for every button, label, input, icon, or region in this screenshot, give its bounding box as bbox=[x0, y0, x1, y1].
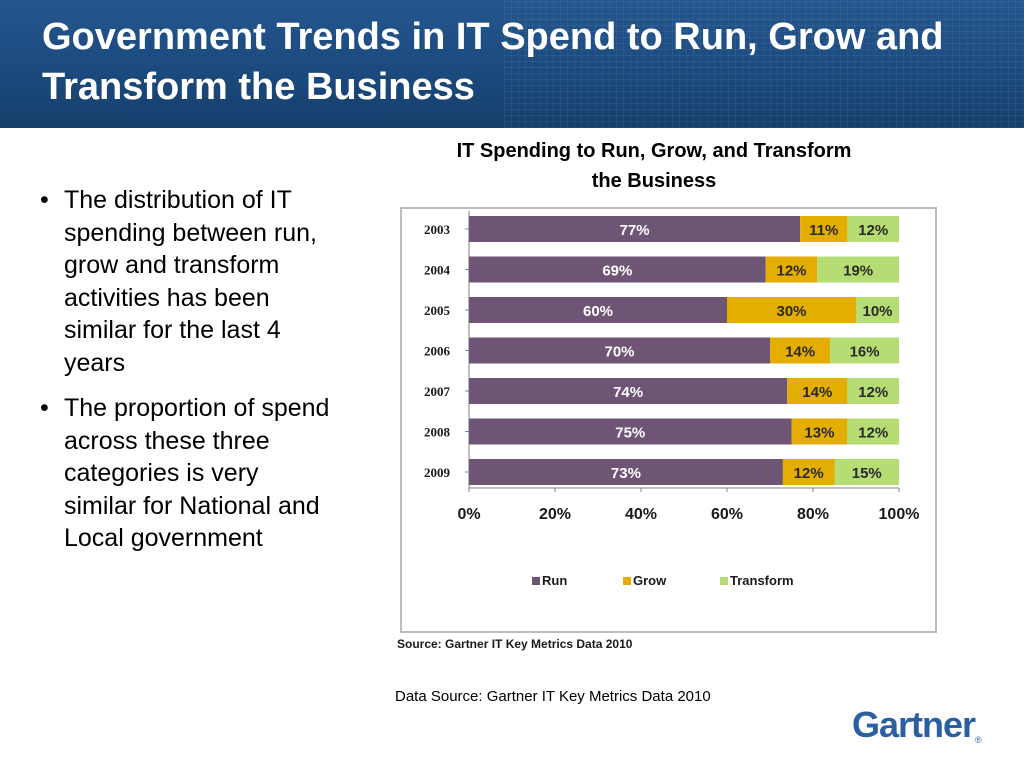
data-label: 15% bbox=[852, 465, 882, 482]
x-tick-label: 100% bbox=[879, 506, 920, 523]
data-label: 11% bbox=[809, 222, 838, 239]
bar-segment-run bbox=[469, 297, 727, 323]
title-banner: Government Trends in IT Spend to Run, Gr… bbox=[0, 0, 1024, 128]
bullet-item: • The proportion of spend across these th… bbox=[36, 392, 336, 555]
data-label: 12% bbox=[858, 425, 888, 442]
data-label: 14% bbox=[802, 384, 832, 401]
bar-segment-grow bbox=[800, 216, 848, 242]
bullet-item: • The distribution of IT spending between… bbox=[36, 184, 336, 379]
bullet-list: • The distribution of IT spending between… bbox=[36, 184, 336, 568]
bar-segment-transform bbox=[817, 256, 899, 283]
category-label: 2009 bbox=[424, 465, 451, 480]
x-tick-label: 80% bbox=[797, 506, 829, 523]
data-source-note: Data Source: Gartner IT Key Metrics Data… bbox=[395, 688, 711, 705]
data-label: 70% bbox=[604, 344, 634, 361]
data-label: 75% bbox=[615, 425, 645, 442]
bullet-dot-icon: • bbox=[40, 186, 49, 214]
logo-registered-mark: ® bbox=[975, 735, 982, 745]
category-label: 2008 bbox=[424, 425, 451, 440]
data-label: 13% bbox=[804, 425, 834, 442]
bullet-dot-icon: • bbox=[40, 394, 49, 422]
data-label: 73% bbox=[611, 465, 641, 482]
chart-source-note: Source: Gartner IT Key Metrics Data 2010 bbox=[397, 637, 633, 651]
banner-pattern bbox=[504, 0, 1024, 128]
bullet-text: The proportion of spend across these thr… bbox=[64, 394, 330, 552]
bar-segment-grow bbox=[765, 256, 818, 283]
data-label: 12% bbox=[858, 384, 888, 401]
bar-segment-grow bbox=[770, 337, 831, 364]
data-label: 12% bbox=[858, 222, 888, 239]
bar-segment-grow bbox=[782, 459, 835, 485]
data-label: 19% bbox=[843, 263, 873, 280]
legend-swatch-run bbox=[532, 577, 540, 585]
category-label: 2005 bbox=[424, 303, 451, 318]
x-tick-label: 20% bbox=[539, 506, 571, 523]
slide-title: Government Trends in IT Spend to Run, Gr… bbox=[42, 16, 944, 108]
bar-segment-transform bbox=[847, 216, 899, 242]
chart-frame: 2003 77% 11% 12% 2004 69% 12% 19% 2005 60% 30% 10% 2… bbox=[400, 207, 937, 633]
legend-label: Grow bbox=[633, 573, 667, 588]
bar-segment-grow bbox=[791, 418, 848, 445]
bar-segment-run bbox=[469, 418, 792, 445]
gartner-logo: Gartner® bbox=[852, 704, 992, 746]
data-label: 16% bbox=[850, 344, 880, 361]
data-label: 69% bbox=[602, 263, 632, 280]
data-label: 12% bbox=[776, 263, 806, 280]
legend-swatch-transform bbox=[720, 577, 728, 585]
category-label: 2007 bbox=[424, 384, 451, 399]
data-label: 10% bbox=[862, 303, 892, 320]
legend-label: Run bbox=[542, 573, 567, 588]
legend-swatch-grow bbox=[623, 577, 631, 585]
data-label: 74% bbox=[613, 384, 643, 401]
bar-segment-run bbox=[469, 216, 801, 242]
category-label: 2006 bbox=[424, 344, 451, 359]
bar-segment-run bbox=[469, 256, 766, 283]
data-label: 77% bbox=[620, 222, 650, 239]
x-tick-label: 60% bbox=[711, 506, 743, 523]
bar-segment-transform bbox=[830, 337, 899, 364]
x-tick-label: 0% bbox=[457, 506, 480, 523]
bar-segment-transform bbox=[847, 418, 899, 445]
category-label: 2003 bbox=[424, 222, 451, 237]
bar-segment-run bbox=[469, 378, 788, 404]
stacked-bar-chart: 2003 77% 11% 12% 2004 69% 12% 19% 2005 60% 30% 10% 2… bbox=[424, 211, 920, 588]
chart-heading: IT Spending to Run, Grow, and Transform … bbox=[456, 140, 852, 192]
data-label: 60% bbox=[583, 303, 613, 320]
data-label: 14% bbox=[785, 344, 815, 361]
bar-segment-transform bbox=[834, 459, 899, 485]
bar-segment-transform bbox=[847, 378, 899, 404]
logo-wordmark: Gartner bbox=[852, 704, 976, 745]
data-label: 30% bbox=[776, 303, 806, 320]
bar-segment-run bbox=[469, 337, 770, 364]
category-label: 2004 bbox=[424, 263, 451, 278]
x-tick-label: 40% bbox=[625, 506, 657, 523]
bar-segment-run bbox=[469, 459, 783, 485]
bar-segment-transform bbox=[856, 297, 899, 323]
legend-label: Transform bbox=[730, 573, 794, 588]
bullet-text: The distribution of IT spending between … bbox=[64, 186, 317, 377]
data-label: 12% bbox=[794, 465, 824, 482]
bar-segment-grow bbox=[787, 378, 848, 404]
bar-segment-grow bbox=[727, 297, 856, 323]
